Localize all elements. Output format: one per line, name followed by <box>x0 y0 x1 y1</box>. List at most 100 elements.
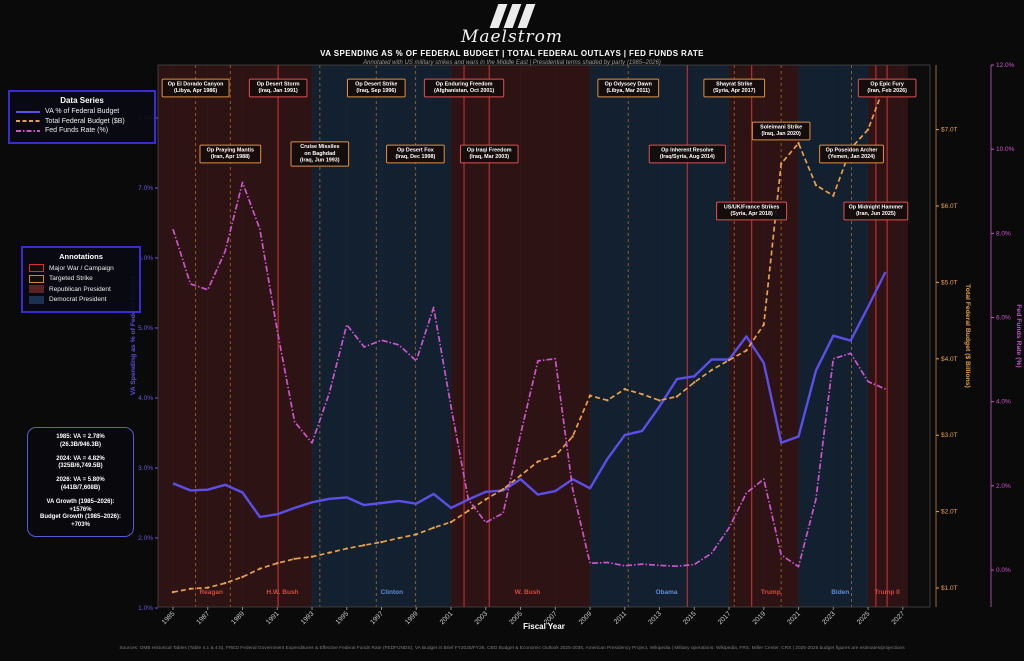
x-tick-label: 1987 <box>196 610 212 626</box>
event-label-text: (Syria, Apr 2018) <box>730 211 773 217</box>
budget-point <box>762 323 765 326</box>
event-label-text: Cruise Missiles <box>300 144 339 150</box>
event-label-text: Op Odyssey Dawn <box>605 81 652 87</box>
va-tick-label: 1.0% <box>138 605 153 612</box>
president-label-trump: Trump <box>761 589 781 596</box>
budget-point <box>345 547 348 550</box>
event-label-text: (Iran, Feb 2026) <box>867 88 907 94</box>
x-tick-label: 1997 <box>369 610 385 626</box>
event-label-strike: Op El Dorado Canyon(Libya, Apr 1986) <box>161 78 230 98</box>
annotation-legend-item-2: Republican President <box>29 285 133 293</box>
event-label-box <box>161 78 230 98</box>
event-label-war: Op Enduring Freedom(Afghanistan, Oct 200… <box>423 78 505 98</box>
legend-line-swatch <box>16 129 40 132</box>
event-label-box <box>751 121 811 141</box>
budget-point <box>362 544 366 547</box>
event-label-text: Op Midnight Hammer <box>849 204 904 210</box>
budget-point <box>501 488 505 491</box>
budget-point <box>693 381 696 384</box>
legend-item-0: VA % of Federal Budget <box>16 108 148 115</box>
stats-line: VA Growth (1985–2026): <box>46 498 115 505</box>
event-label-box <box>703 78 766 98</box>
budget-point <box>640 392 644 396</box>
budget-tick-label: $1.0T <box>941 585 958 592</box>
event-label-text: on Baghdad <box>304 151 335 157</box>
budget-point <box>832 194 835 197</box>
x-tick-label: 2023 <box>821 610 837 626</box>
stats-line: Budget Growth (1985–2026): <box>39 514 122 521</box>
budget-point <box>797 141 800 145</box>
budget-tick-label: $7.0T <box>941 127 958 134</box>
data-series-legend: Data Series VA % of Federal Budget Total… <box>8 90 156 144</box>
maelstrom-logo-icon <box>0 4 1024 28</box>
budget-point <box>328 551 331 554</box>
event-label-box <box>346 78 406 98</box>
budget-point <box>675 395 679 398</box>
budget-point <box>519 474 522 477</box>
stats-group-1: 2024: VA = 4.82% (325B/6,749.5B) <box>31 456 130 472</box>
budget-tick-label: $6.0T <box>941 203 958 210</box>
x-tick-label: 2015 <box>682 610 698 626</box>
annotations-legend: Annotations Major War / Campaign Targeted… <box>21 246 141 313</box>
x-tick-label: 2017 <box>717 610 733 626</box>
budget-point <box>432 526 435 529</box>
budget-point <box>554 454 557 458</box>
x-tick-label: 1991 <box>265 610 281 626</box>
outline-swatch <box>29 264 44 272</box>
x-tick-label: 2003 <box>474 610 490 626</box>
president-band-trump <box>729 65 799 607</box>
legend-line-swatch <box>16 110 40 113</box>
event-label-text: (Iraq, Jan 1991) <box>258 88 297 94</box>
event-label-text: Soleimani Strike <box>760 124 802 130</box>
brand-name: Maelstrom <box>460 27 564 47</box>
budget-point <box>866 128 870 131</box>
stats-line: (325B/6,749.5B) <box>58 463 103 470</box>
stats-line: 2026: VA = 5.80% <box>56 477 105 484</box>
budget-tick-label: $4.0T <box>941 356 958 363</box>
header: Maelstrom VA SPENDING AS % OF FEDERAL BU… <box>0 2 1024 66</box>
event-label-box <box>290 141 350 167</box>
stats-group-0: 1985: VA = 2.78% (26.3B/946.3B) <box>31 434 130 450</box>
budget-point <box>606 399 609 402</box>
event-label-text: Op Desert Fox <box>397 147 434 153</box>
x-tick-label: 1985 <box>161 610 177 626</box>
legend-item-1: Total Federal Budget ($B) <box>16 118 148 125</box>
va-tick-label: 2.0% <box>138 535 153 542</box>
event-label-box <box>423 78 505 98</box>
stats-group-3: VA Growth (1985–2026): +1576% Budget Growt… <box>31 499 130 530</box>
x-tick-label: 1999 <box>404 610 420 626</box>
budget-point <box>276 562 279 565</box>
legend-item-label: Total Federal Budget ($B) <box>45 117 125 125</box>
va-tick-label: 7.0% <box>138 185 153 192</box>
event-label-strike: Op Desert Strike(Iraq, Sep 1996) <box>346 78 406 98</box>
event-label-box <box>386 144 445 164</box>
event-label-box <box>819 144 884 164</box>
event-label-war: Op Iraqi Freedom(Iraq, Mar 2003) <box>459 144 519 164</box>
x-axis-title: Fiscal Year <box>523 622 565 631</box>
va-tick-label: 5.0% <box>138 325 153 332</box>
event-label-box <box>843 201 909 221</box>
event-label-strike: Op Praying Mantis(Iran, Apr 1988) <box>199 144 262 164</box>
event-label-text: US/UK/France Strikes <box>724 204 779 210</box>
x-tick-label: 2025 <box>856 610 872 626</box>
page-subtitle: Annotated with US military strikes and w… <box>363 60 661 66</box>
budget-point <box>745 349 748 352</box>
budget-point <box>258 567 262 570</box>
event-label-strike: Shayrat Strike(Syria, Apr 2017) <box>703 78 766 98</box>
stats-group-2: 2026: VA = 5.80% (441B/7,608B) <box>31 477 130 493</box>
series-va-line <box>172 271 887 519</box>
event-label-war: Op Inherent Resolve(Iraq/Syria, Aug 2014… <box>648 144 726 164</box>
stats-line: 2024: VA = 4.82% <box>56 455 105 462</box>
legend-line-swatch <box>16 120 40 122</box>
event-label-text: Op El Dorado Canyon <box>168 81 224 87</box>
budget-point <box>380 540 383 544</box>
event-label-war: US/UK/France Strikes(Syria, Apr 2018) <box>716 201 788 221</box>
budget-point <box>189 587 192 590</box>
budget-point <box>241 575 244 579</box>
event-label-box <box>459 144 519 164</box>
fed-tick-label: 6.0% <box>996 315 1011 322</box>
budget-point <box>814 183 818 187</box>
budget-point <box>536 460 540 463</box>
annotations-legend-title: Annotations <box>59 252 103 261</box>
budget-axis-title: Total Federal Budget ($ Billions) <box>964 284 971 388</box>
